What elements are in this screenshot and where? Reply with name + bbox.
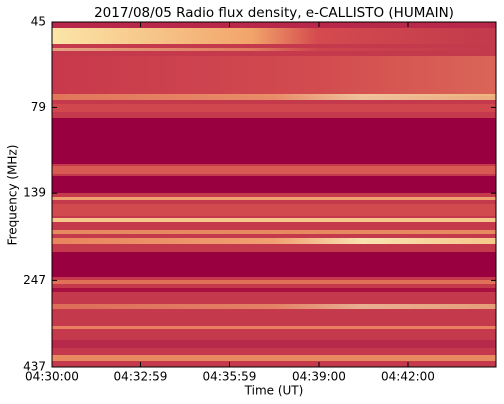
x-axis-label: Time (UT) — [244, 384, 304, 398]
plot-frame — [51, 21, 497, 368]
y-tick-label: 437 — [23, 360, 46, 374]
y-tick-label: 45 — [31, 15, 46, 29]
y-tick-label: 79 — [31, 100, 46, 114]
chart-title: 2017/08/05 Radio flux density, e-CALLIST… — [94, 5, 454, 21]
x-tick-label: 04:42:00 — [381, 370, 435, 384]
spectrogram — [52, 22, 496, 367]
y-tick-label: 139 — [23, 186, 46, 200]
x-tick-label: 04:35:59 — [203, 370, 257, 384]
x-tick-label: 04:32:59 — [114, 370, 168, 384]
x-tick-label: 04:39:00 — [292, 370, 346, 384]
y-axis-label: Frequency (MHz) — [6, 145, 20, 246]
x-tick-label: 04:30:00 — [25, 370, 79, 384]
y-tick-label: 247 — [23, 273, 46, 287]
